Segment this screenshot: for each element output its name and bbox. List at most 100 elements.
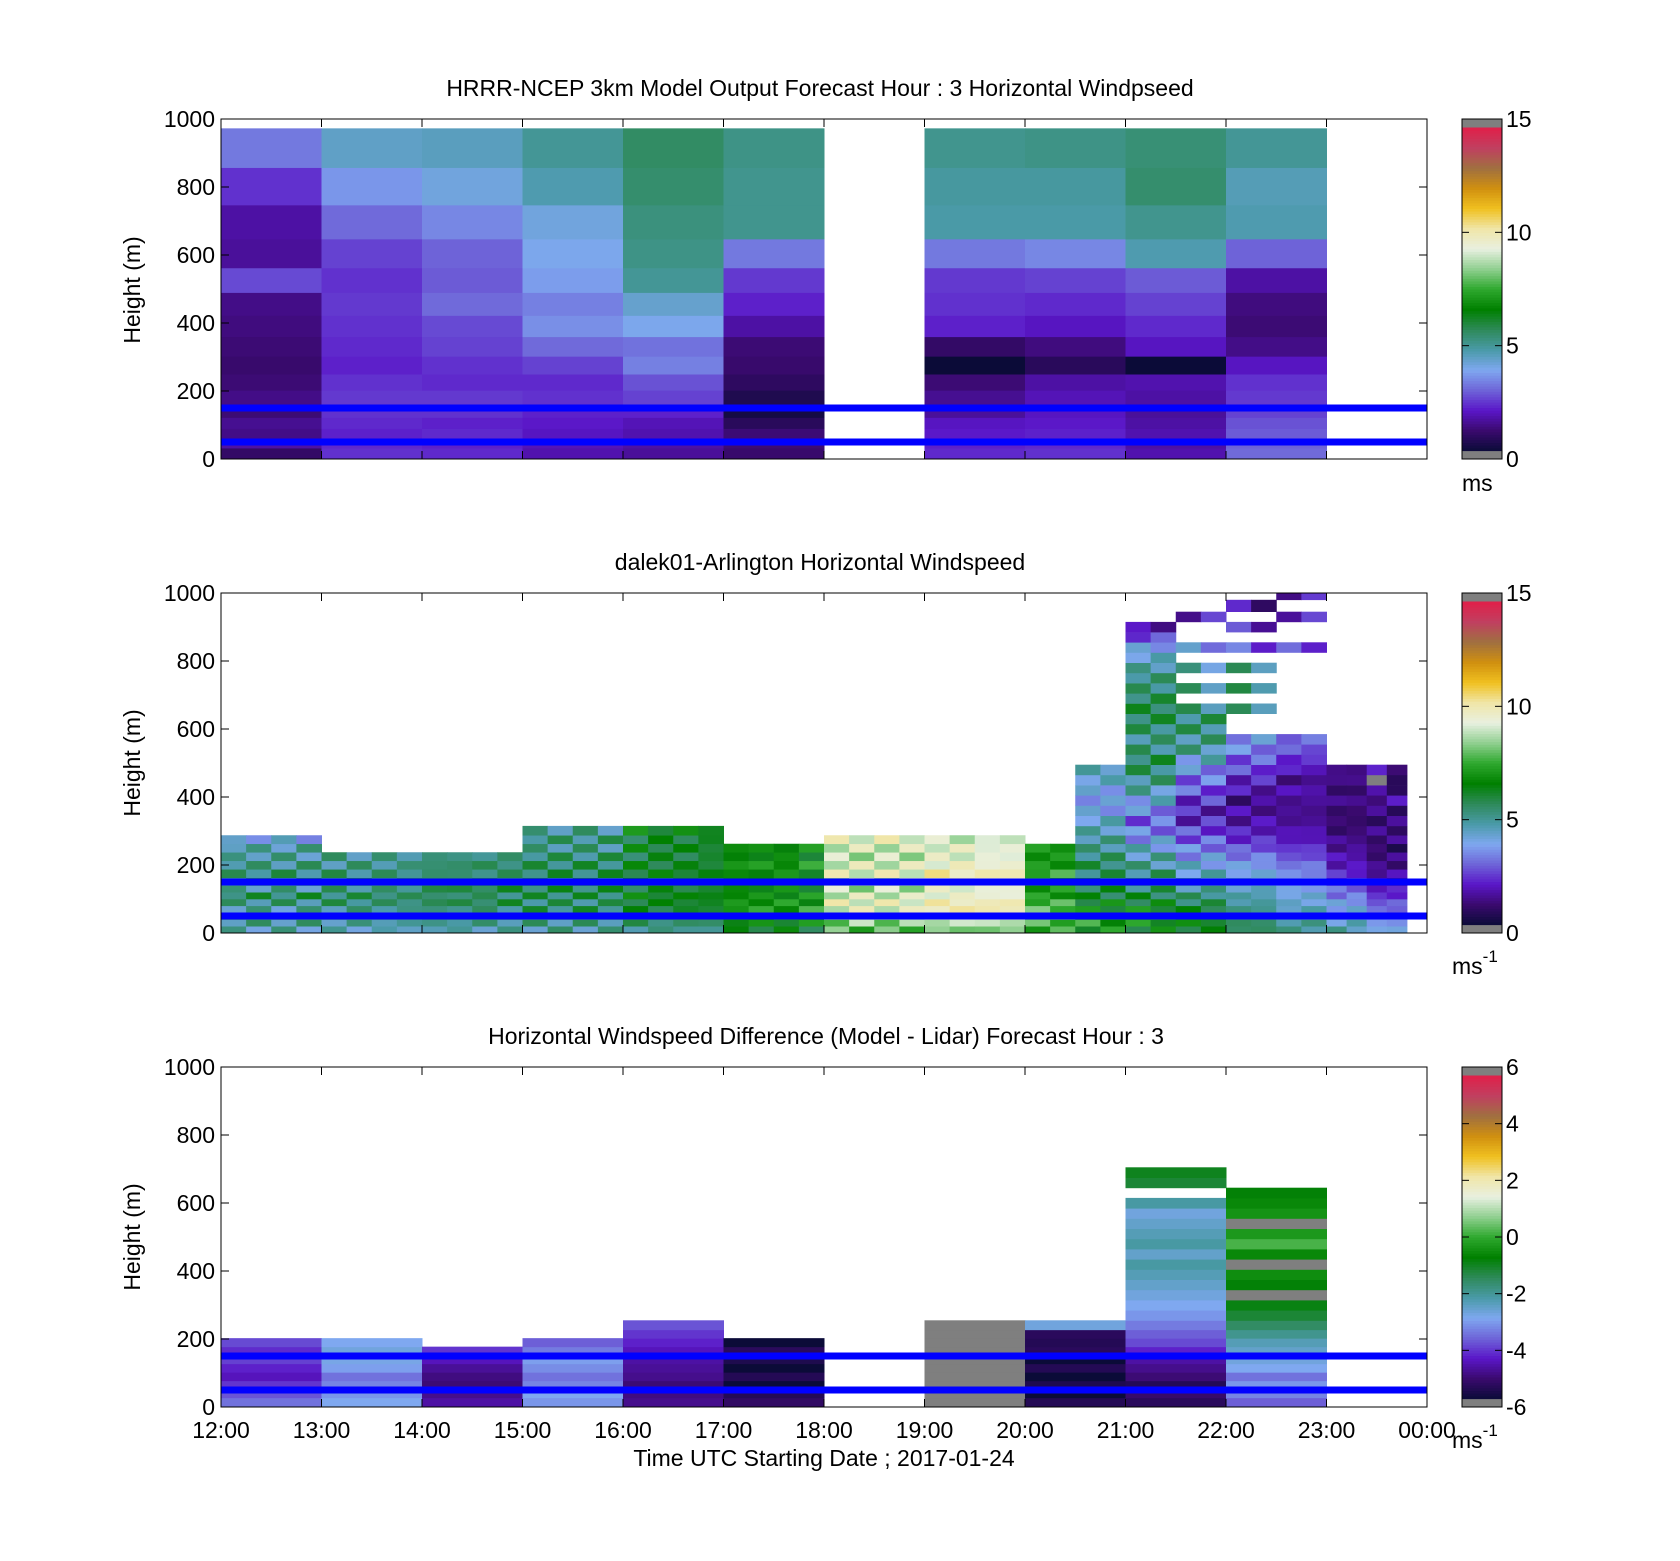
heatmap-cell: [597, 905, 624, 913]
heatmap-cell: [798, 860, 825, 870]
heatmap-cell: [723, 860, 750, 870]
heatmap-cell: [221, 128, 322, 168]
colorbar-swatch: [1462, 822, 1502, 826]
colorbar-swatch: [1462, 350, 1502, 355]
heatmap-cell: [1346, 835, 1368, 845]
heatmap-cell: [547, 869, 574, 879]
colorbar-swatch: [1462, 846, 1502, 850]
heatmap-cell: [899, 860, 925, 870]
y-tick-label: 800: [177, 1122, 215, 1148]
colorbar-swatch: [1462, 633, 1502, 638]
heatmap-cell: [1251, 815, 1277, 827]
heatmap-cell: [221, 860, 247, 870]
heatmap-cell: [1226, 167, 1327, 206]
colorbar-swatch: [1462, 1115, 1502, 1120]
heatmap-cell: [623, 843, 649, 853]
heatmap-cell: [371, 905, 398, 913]
colorbar-swatch: [1462, 703, 1502, 708]
heatmap-cell: [1226, 919, 1252, 927]
heatmap-cell: [623, 825, 649, 836]
colorbar-tick-label: -2: [1506, 1281, 1526, 1307]
heatmap-cell: [547, 843, 574, 853]
colorbar-swatch: [1462, 291, 1502, 295]
heatmap-cell: [949, 860, 976, 870]
heatmap-cell: [1226, 267, 1327, 293]
colorbar-swatch: [1462, 625, 1502, 630]
heatmap-cell: [1226, 374, 1327, 391]
colorbar-swatch: [1462, 854, 1502, 858]
heatmap-cell: [924, 1397, 1026, 1408]
panel-model-reference-lines: [221, 404, 1427, 446]
heatmap-cell: [321, 1363, 423, 1373]
colorbar-swatch: [1462, 1306, 1502, 1311]
heatmap-cell: [1100, 919, 1126, 927]
heatmap-cell: [221, 1389, 322, 1399]
heatmap-cell: [874, 843, 900, 853]
heatmap-cell: [773, 919, 800, 927]
colorbar-swatch: [1462, 1218, 1502, 1222]
heatmap-cell: [1226, 683, 1252, 694]
heatmap-cell: [1150, 764, 1177, 776]
colorbar-swatch: [1462, 800, 1502, 804]
heatmap-cell: [1276, 754, 1302, 765]
heatmap-cell: [1175, 805, 1202, 816]
colorbar-tick-label: 0: [1506, 920, 1519, 946]
colorbar-swatch: [1462, 315, 1502, 320]
colorbar-swatch: [1462, 655, 1502, 659]
colorbar-swatch: [1462, 1110, 1502, 1114]
colorbar-swatch: [1462, 1088, 1502, 1093]
heatmap-cell: [1226, 744, 1252, 755]
heatmap-cell: [1125, 892, 1152, 900]
heatmap-cell: [623, 860, 649, 870]
colorbar-swatch: [1462, 698, 1502, 702]
heatmap-cell: [1226, 1310, 1327, 1321]
colorbar-cap: [1462, 1067, 1502, 1076]
colorbar-swatch: [1462, 609, 1502, 613]
colorbar-swatch: [1462, 660, 1502, 665]
heatmap-cell: [1025, 843, 1051, 853]
heatmap-cell: [422, 926, 448, 934]
heatmap-cell: [1175, 835, 1202, 845]
colorbar-swatch: [1462, 154, 1502, 158]
x-tick-label: 00:00: [1398, 1417, 1456, 1443]
heatmap-cell: [623, 869, 649, 879]
heatmap-cell: [924, 204, 1026, 240]
colorbar-swatch: [1462, 267, 1502, 271]
heatmap-cell: [1366, 795, 1388, 806]
heatmap-cell: [1226, 1338, 1327, 1348]
heatmap-cell: [346, 852, 373, 862]
heatmap-cell: [1125, 713, 1152, 725]
colorbar-swatch: [1462, 377, 1502, 382]
y-tick-label: 600: [177, 1190, 215, 1216]
heatmap-cell: [1175, 852, 1202, 862]
colorbar-swatch: [1462, 205, 1502, 209]
heatmap-cell: [1125, 1238, 1227, 1250]
colorbar-swatch: [1462, 830, 1502, 834]
colorbar-swatch: [1462, 410, 1502, 414]
panel-model-colorbar: 0 5 10 15: [1461, 106, 1532, 472]
colorbar-swatch: [1462, 706, 1502, 710]
y-tick-label: 200: [177, 1326, 215, 1352]
heatmap-cell: [1301, 835, 1327, 845]
heatmap-cell: [422, 892, 448, 900]
heatmap-cell: [1226, 860, 1252, 870]
colorbar-swatch: [1462, 722, 1502, 726]
heatmap-cell: [1276, 795, 1302, 806]
y-tick-label: 200: [177, 852, 215, 878]
heatmap-cell: [371, 860, 398, 870]
heatmap-cell: [798, 892, 825, 900]
heatmap-cell: [1276, 860, 1302, 870]
colorbar-swatch: [1462, 280, 1502, 285]
heatmap-cell: [1301, 774, 1327, 786]
colorbar-swatch: [1462, 192, 1502, 196]
colorbar-swatch: [1462, 197, 1502, 201]
heatmap-cell: [849, 926, 875, 934]
heatmap-cell: [422, 128, 523, 168]
heatmap-cell: [849, 852, 875, 862]
heatmap-cell: [1276, 744, 1302, 755]
heatmap-cell: [296, 919, 322, 927]
colorbar-swatch: [1462, 714, 1502, 718]
heatmap-cell: [1125, 292, 1227, 316]
colorbar-swatch: [1462, 321, 1502, 325]
heatmap-cell: [1150, 642, 1177, 653]
